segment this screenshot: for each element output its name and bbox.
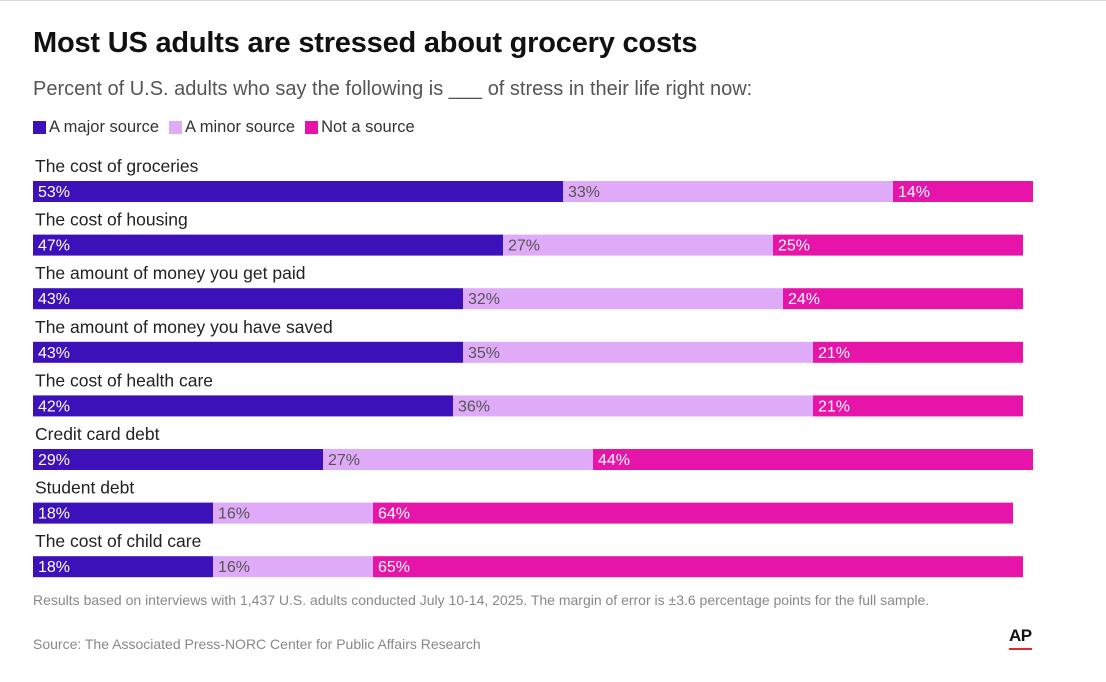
data-label-the-cost-of-health-care-a-minor-source: 36% xyxy=(458,398,490,415)
bar-the-amount-of-money-you-get-paid-a-minor-source xyxy=(463,288,783,310)
data-label-the-cost-of-health-care-a-major-source: 42% xyxy=(38,398,70,415)
bar-the-cost-of-housing-a-major-source xyxy=(33,234,503,256)
data-label-the-cost-of-child-care-not-a-source: 65% xyxy=(378,559,410,576)
data-label-student-debt-a-major-source: 18% xyxy=(38,506,70,523)
data-label-student-debt-a-minor-source: 16% xyxy=(218,506,250,523)
data-label-the-cost-of-groceries-not-a-source: 14% xyxy=(898,184,930,201)
data-label-the-amount-of-money-you-get-paid-not-a-source: 24% xyxy=(788,291,820,308)
data-label-the-cost-of-health-care-not-a-source: 21% xyxy=(818,398,850,415)
bar-the-amount-of-money-you-get-paid-a-major-source xyxy=(33,288,463,310)
data-label-the-cost-of-housing-not-a-source: 25% xyxy=(778,238,810,255)
row-label-the-amount-of-money-you-have-saved: The amount of money you have saved xyxy=(35,317,333,337)
data-label-the-amount-of-money-you-have-saved-not-a-source: 21% xyxy=(818,345,850,362)
bar-credit-card-debt-a-major-source xyxy=(33,449,323,470)
chart-subtitle: Percent of U.S. adults who say the follo… xyxy=(33,78,753,100)
data-label-credit-card-debt-a-major-source: 29% xyxy=(38,452,70,469)
legend-swatch-major xyxy=(33,121,46,134)
bar-the-amount-of-money-you-have-saved-a-minor-source xyxy=(463,341,813,363)
legend-swatch-minor xyxy=(169,121,183,134)
bar-the-cost-of-housing-not-a-source xyxy=(773,234,1023,256)
bar-student-debt-a-minor-source xyxy=(213,502,373,524)
data-label-credit-card-debt-a-minor-source: 27% xyxy=(328,452,360,469)
bar-the-cost-of-health-care-a-major-source xyxy=(33,395,453,417)
data-label-the-cost-of-child-care-a-major-source: 18% xyxy=(38,559,70,576)
data-label-the-cost-of-housing-a-minor-source: 27% xyxy=(508,238,540,255)
ap-logo: AP xyxy=(1009,626,1032,645)
bar-the-amount-of-money-you-get-paid-not-a-source xyxy=(783,288,1023,310)
data-label-the-cost-of-housing-a-major-source: 47% xyxy=(38,238,70,255)
legend-label-not: Not a source xyxy=(321,118,415,136)
row-label-the-amount-of-money-you-get-paid: The amount of money you get paid xyxy=(35,263,305,283)
data-label-student-debt-not-a-source: 64% xyxy=(378,506,410,523)
data-label-the-cost-of-groceries-a-major-source: 53% xyxy=(38,184,70,201)
bar-the-cost-of-housing-a-minor-source xyxy=(503,234,773,256)
bar-the-cost-of-health-care-a-minor-source xyxy=(453,395,813,417)
legend-item-not: Not a source xyxy=(305,118,415,137)
bar-the-cost-of-child-care-not-a-source xyxy=(373,556,1023,578)
row-label-student-debt: Student debt xyxy=(35,478,134,498)
row-label-the-cost-of-housing: The cost of housing xyxy=(35,210,188,230)
data-label-the-amount-of-money-you-have-saved-a-minor-source: 35% xyxy=(468,345,500,362)
data-label-the-cost-of-child-care-a-minor-source: 16% xyxy=(218,559,250,576)
legend: A major source A minor source Not a sour… xyxy=(33,118,415,137)
chart-title: Most US adults are stressed about grocer… xyxy=(33,27,698,59)
data-label-credit-card-debt-not-a-source: 44% xyxy=(598,452,630,469)
bar-the-amount-of-money-you-have-saved-not-a-source xyxy=(813,341,1023,363)
row-label-the-cost-of-health-care: The cost of health care xyxy=(35,370,213,390)
bar-credit-card-debt-not-a-source xyxy=(593,449,1033,470)
bar-the-cost-of-child-care-a-minor-source xyxy=(213,556,373,578)
bar-the-cost-of-health-care-not-a-source xyxy=(813,395,1023,417)
ap-logo-underline xyxy=(1009,648,1032,650)
bar-the-cost-of-groceries-a-major-source xyxy=(33,181,563,202)
bar-student-debt-a-major-source xyxy=(33,502,213,524)
bar-the-cost-of-groceries-a-minor-source xyxy=(563,181,893,202)
footnote: Results based on interviews with 1,437 U… xyxy=(33,592,930,608)
top-rule xyxy=(0,0,1106,1)
legend-label-major: A major source xyxy=(49,118,160,136)
row-label-credit-card-debt: Credit card debt xyxy=(35,424,160,444)
data-label-the-amount-of-money-you-have-saved-a-major-source: 43% xyxy=(38,345,70,362)
bar-the-cost-of-child-care-a-major-source xyxy=(33,556,213,578)
source-credit: Source: The Associated Press-NORC Center… xyxy=(33,636,481,652)
legend-item-major: A major source xyxy=(33,118,159,137)
legend-item-minor: A minor source xyxy=(169,118,295,137)
bar-the-amount-of-money-you-have-saved-a-major-source xyxy=(33,341,463,363)
bar-student-debt-not-a-source xyxy=(373,502,1013,524)
bar-the-cost-of-groceries-not-a-source xyxy=(893,181,1033,202)
legend-label-minor: A minor source xyxy=(185,118,296,136)
bar-credit-card-debt-a-minor-source xyxy=(323,449,593,470)
row-label-the-cost-of-child-care: The cost of child care xyxy=(35,531,201,551)
data-label-the-amount-of-money-you-get-paid-a-minor-source: 32% xyxy=(468,291,500,308)
data-label-the-cost-of-groceries-a-minor-source: 33% xyxy=(568,184,600,201)
data-label-the-amount-of-money-you-get-paid-a-major-source: 43% xyxy=(38,291,70,308)
row-label-the-cost-of-groceries: The cost of groceries xyxy=(35,156,199,176)
legend-swatch-not xyxy=(305,121,319,134)
